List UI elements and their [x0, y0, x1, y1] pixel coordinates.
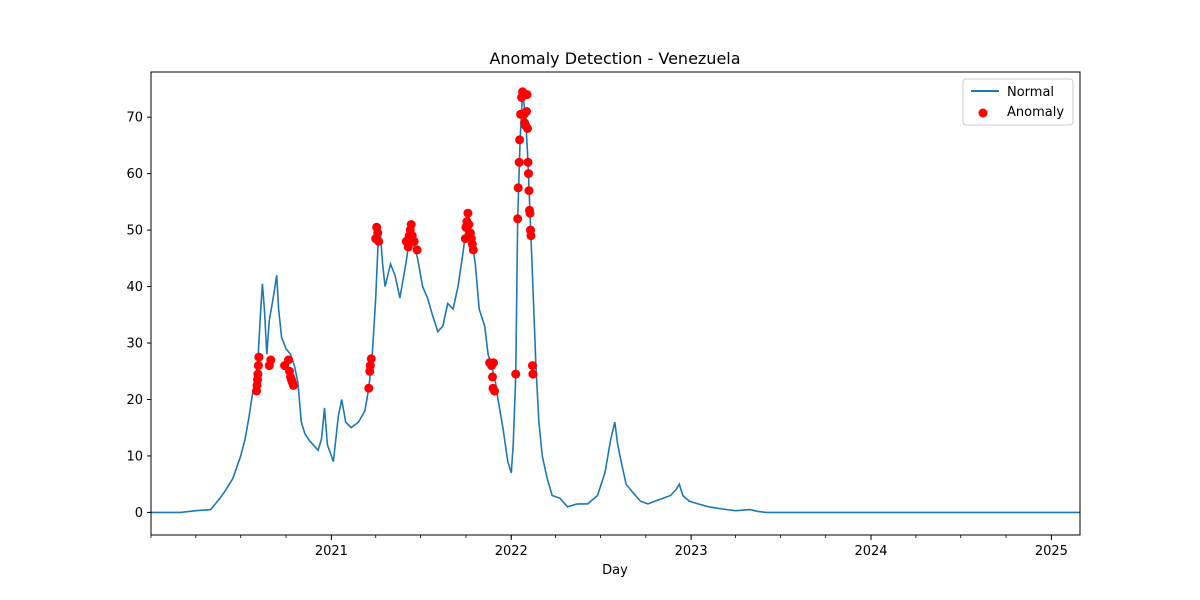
y-tick-label: 30 [126, 337, 143, 352]
plot-area [151, 87, 1080, 514]
anomaly-point [488, 372, 497, 382]
y-tick-label: 20 [126, 393, 143, 408]
anomaly-point [514, 157, 524, 167]
y-tick-label: 10 [126, 449, 143, 464]
legend: Normal Anomaly [962, 78, 1074, 126]
anomaly-point [523, 157, 533, 167]
anomaly-point [253, 361, 263, 371]
anomaly-point [365, 361, 375, 371]
anomaly-point [528, 361, 537, 371]
x-axis-label: Day [602, 563, 628, 578]
y-axis: 0 10 20 30 40 50 60 70 [126, 111, 151, 521]
anomaly-point [266, 355, 276, 365]
anomaly-point [525, 208, 535, 218]
anomaly-point [366, 354, 376, 364]
legend-label-anomaly: Anomaly [1007, 105, 1064, 120]
x-tick-label: 2023 [675, 544, 708, 559]
anomaly-point [412, 245, 422, 255]
anomaly-point [463, 208, 473, 218]
anomaly-point [515, 135, 525, 145]
anomaly-point [528, 369, 538, 379]
anomaly-point [464, 220, 474, 229]
anomaly-point [364, 383, 374, 393]
anomaly-point [284, 355, 293, 365]
anomaly-point [490, 386, 499, 396]
anomaly-point [524, 169, 533, 179]
plot-frame [150, 71, 1081, 536]
y-tick-label: 50 [126, 224, 143, 239]
series-line-normal [151, 91, 1080, 514]
x-axis: 2021 2022 2023 2024 2025 [150, 535, 1068, 559]
anomaly-point [526, 231, 536, 241]
anomaly-point [409, 236, 419, 246]
anomaly-point [511, 369, 521, 379]
y-tick-label: 60 [126, 167, 143, 182]
x-tick-label: 2021 [315, 544, 348, 559]
anomaly-point [513, 214, 523, 224]
legend-label-normal: Normal [1007, 85, 1054, 100]
y-tick-label: 40 [126, 280, 143, 295]
anomaly-point [468, 245, 478, 255]
y-tick-label: 70 [126, 111, 143, 126]
y-tick-label: 0 [135, 506, 143, 521]
x-tick-label: 2025 [1035, 544, 1068, 559]
anomaly-point [489, 358, 498, 368]
anomaly-point [524, 186, 534, 196]
anomaly-point [288, 380, 298, 390]
x-tick-label: 2024 [854, 544, 887, 559]
anomaly-point [373, 228, 383, 238]
x-tick-label: 2022 [495, 544, 528, 559]
anomaly-point [253, 369, 263, 379]
anomaly-point [403, 242, 413, 252]
anomaly-point [523, 124, 532, 133]
anomaly-point [522, 90, 532, 100]
anomaly-point [522, 107, 531, 116]
anomaly-point [374, 236, 384, 246]
anomaly-point [406, 220, 416, 229]
chart-title: Anomaly Detection - Venezuela [489, 49, 740, 68]
anomaly-point [254, 352, 264, 362]
legend-dot-swatch [978, 108, 988, 118]
anomaly-point [513, 183, 523, 193]
